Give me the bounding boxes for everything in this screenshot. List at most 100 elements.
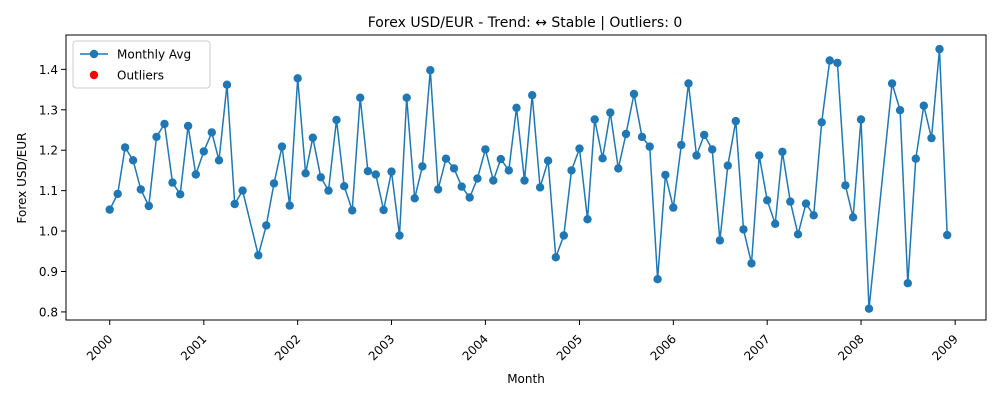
monthly-avg-point xyxy=(262,221,271,230)
monthly-avg-point xyxy=(763,196,772,205)
monthly-avg-point xyxy=(927,133,936,143)
monthly-avg-point xyxy=(230,199,239,209)
monthly-avg-point xyxy=(504,166,513,175)
y-tick-label: 1.2 xyxy=(39,144,58,158)
monthly-avg-point xyxy=(943,230,952,240)
monthly-avg-point xyxy=(535,183,545,192)
monthly-avg-point xyxy=(449,164,459,173)
monthly-avg-point xyxy=(629,89,639,99)
monthly-avg-point xyxy=(621,129,631,139)
monthly-avg-point xyxy=(285,201,294,210)
monthly-avg-point xyxy=(606,108,615,117)
monthly-avg-point xyxy=(677,140,686,150)
monthly-avg-point xyxy=(715,236,725,245)
monthly-avg-point xyxy=(551,253,560,262)
monthly-avg-point xyxy=(771,219,780,228)
monthly-avg-point xyxy=(144,201,153,211)
monthly-avg-point xyxy=(786,197,795,206)
monthly-avg-point xyxy=(887,79,897,88)
x-tick-label: 2004 xyxy=(460,332,491,363)
monthly-avg-point xyxy=(152,132,161,142)
monthly-avg-point xyxy=(222,80,232,89)
monthly-avg-point xyxy=(176,190,185,199)
monthly-avg-point xyxy=(113,189,122,199)
monthly-avg-point xyxy=(473,174,482,183)
chart-title: Forex USD/EUR - Trend: ↔ Stable | Outlie… xyxy=(368,15,683,31)
monthly-avg-point xyxy=(395,231,404,240)
monthly-avg-point xyxy=(833,58,842,68)
x-tick-label: 2009 xyxy=(929,332,960,363)
monthly-avg-point xyxy=(661,170,670,180)
y-tick-label: 1.4 xyxy=(39,63,58,77)
monthly-avg-point xyxy=(700,130,709,140)
monthly-avg-point xyxy=(528,91,537,100)
monthly-avg-point xyxy=(340,182,349,191)
monthly-avg-point xyxy=(371,170,380,179)
monthly-avg-point xyxy=(684,79,693,88)
monthly-avg-point xyxy=(645,142,654,151)
monthly-avg-point xyxy=(559,231,568,240)
monthly-avg-point xyxy=(191,170,200,179)
monthly-avg-point xyxy=(433,185,443,194)
y-axis-label: Forex USD/EUR xyxy=(15,133,29,224)
x-tick-label: 2008 xyxy=(835,332,866,363)
series-layer xyxy=(105,44,952,313)
monthly-avg-point xyxy=(128,156,138,165)
monthly-avg-point xyxy=(316,173,325,182)
legend-box xyxy=(72,40,211,89)
monthly-avg-point xyxy=(723,161,732,170)
y-tick-label: 1.1 xyxy=(39,184,58,198)
monthly-avg-line xyxy=(109,48,948,310)
monthly-avg-point xyxy=(136,185,145,194)
x-axis-label: Month xyxy=(507,372,545,386)
monthly-avg-point xyxy=(614,164,623,173)
monthly-avg-point xyxy=(543,156,553,165)
monthly-avg-point xyxy=(739,225,748,234)
legend-outliers-marker xyxy=(89,70,99,80)
monthly-avg-point xyxy=(277,142,287,151)
monthly-avg-point xyxy=(895,106,905,115)
monthly-avg-point xyxy=(903,279,912,288)
monthly-avg-point xyxy=(935,44,944,54)
y-tick-label: 0.8 xyxy=(39,305,58,319)
monthly-avg-point xyxy=(160,119,169,129)
monthly-avg-point xyxy=(575,144,584,153)
monthly-avg-point xyxy=(207,128,216,137)
monthly-avg-point xyxy=(911,154,920,163)
monthly-avg-point xyxy=(387,167,396,176)
x-tick-label: 2003 xyxy=(366,332,397,363)
y-tick-label: 0.9 xyxy=(39,265,58,279)
monthly-avg-point xyxy=(598,154,607,163)
monthly-avg-point xyxy=(105,205,114,214)
legend: Monthly Avg Outliers xyxy=(72,40,211,89)
monthly-avg-point xyxy=(402,93,411,102)
monthly-avg-point xyxy=(520,176,529,185)
monthly-avg-point xyxy=(731,116,740,126)
monthly-avg-point xyxy=(418,162,427,171)
monthly-avg-point xyxy=(481,145,490,154)
monthly-avg-point xyxy=(590,115,599,124)
monthly-avg-point xyxy=(583,215,592,224)
monthly-avg-point xyxy=(238,186,247,195)
monthly-avg-point xyxy=(567,166,576,175)
monthly-avg-point xyxy=(356,93,365,102)
monthly-avg-point xyxy=(324,186,333,195)
monthly-avg-point xyxy=(512,103,521,113)
legend-monthly-avg-label: Monthly Avg xyxy=(117,48,191,62)
monthly-avg-point xyxy=(254,251,263,260)
monthly-avg-point xyxy=(755,151,764,160)
monthly-avg-point xyxy=(410,194,419,203)
monthly-avg-point xyxy=(778,147,787,156)
monthly-avg-point xyxy=(747,259,756,268)
monthly-avg-point xyxy=(120,143,130,152)
monthly-avg-point xyxy=(669,203,678,212)
monthly-avg-point xyxy=(269,179,279,188)
monthly-avg-point xyxy=(637,132,647,142)
monthly-avg-point xyxy=(379,205,388,215)
monthly-avg-point xyxy=(919,101,928,110)
monthly-avg-point xyxy=(441,154,451,163)
monthly-avg-point xyxy=(293,74,302,83)
monthly-avg-point xyxy=(817,118,826,127)
monthly-avg-point xyxy=(332,115,341,125)
